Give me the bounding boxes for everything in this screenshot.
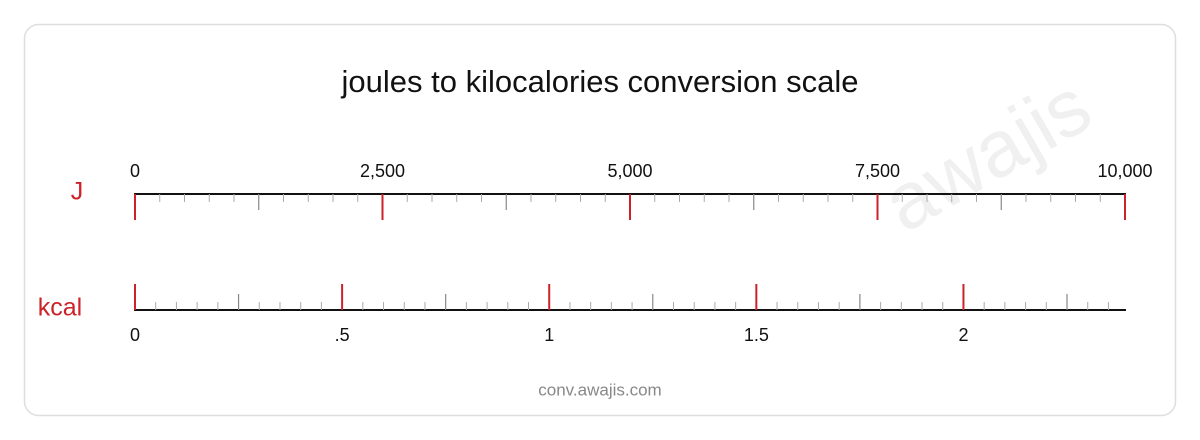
chart-title: joules to kilocalories conversion scale [341,64,859,99]
scale-name: J [71,178,84,206]
scale-name: kcal [38,294,82,322]
tick-label: 1.5 [744,325,769,345]
tick-label: 2 [958,325,968,345]
card-frame [23,23,1177,417]
tick-label: 7,500 [855,161,900,181]
tick-label: 2,500 [360,161,405,181]
tick-label: 10,000 [1097,161,1152,181]
tick-label: 1 [544,325,554,345]
tick-label: 0 [130,161,140,181]
tick-label: 0 [130,325,140,345]
tick-label: 5,000 [607,161,652,181]
footer: conv.awajis.com [538,380,661,399]
tick-label: .5 [335,325,350,345]
